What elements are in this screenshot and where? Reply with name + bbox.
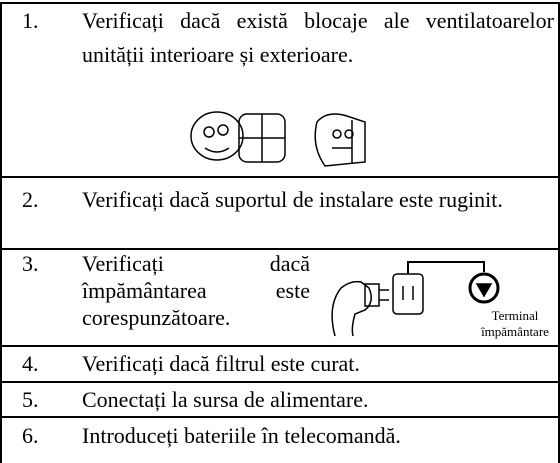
row-number: 6. xyxy=(22,423,39,448)
row: 3. Verificați dacă împământarea este cor… xyxy=(0,248,560,345)
row-number: 1. xyxy=(22,8,39,33)
row: 1. Verificați dacă există blocaje ale ve… xyxy=(0,2,560,176)
row-number: 3. xyxy=(22,251,39,276)
row-text: Conectați la sursa de alimentare. xyxy=(82,387,369,412)
row-text: Introduceți bateriile în telecomandă. xyxy=(82,423,401,448)
row-number: 2. xyxy=(22,187,39,212)
row-number: 5. xyxy=(22,387,39,412)
row-text: Verificați dacă suportul de instalare es… xyxy=(82,187,503,212)
row: 4. Verificați dacă filtrul este curat. xyxy=(0,345,560,381)
fan-illustration xyxy=(190,111,366,167)
row-number: 4. xyxy=(22,351,39,376)
label-line: împământare xyxy=(481,324,549,339)
ground-label: Terminal împământare xyxy=(472,308,558,340)
row: 5. Conectați la sursa de alimentare. xyxy=(0,381,560,416)
row-text: Verificați dacă există blocaje ale venti… xyxy=(82,8,554,67)
ground-illustration xyxy=(331,261,500,337)
row: 6. Introduceți bateriile în telecomandă. xyxy=(0,416,560,463)
label-line: Terminal xyxy=(491,308,539,323)
row-text: Verificați dacă împământarea este coresp… xyxy=(82,251,310,330)
row-text: Verificați dacă filtrul este curat. xyxy=(82,351,360,376)
row: 2. Verificați dacă suportul de instalare… xyxy=(0,176,560,248)
